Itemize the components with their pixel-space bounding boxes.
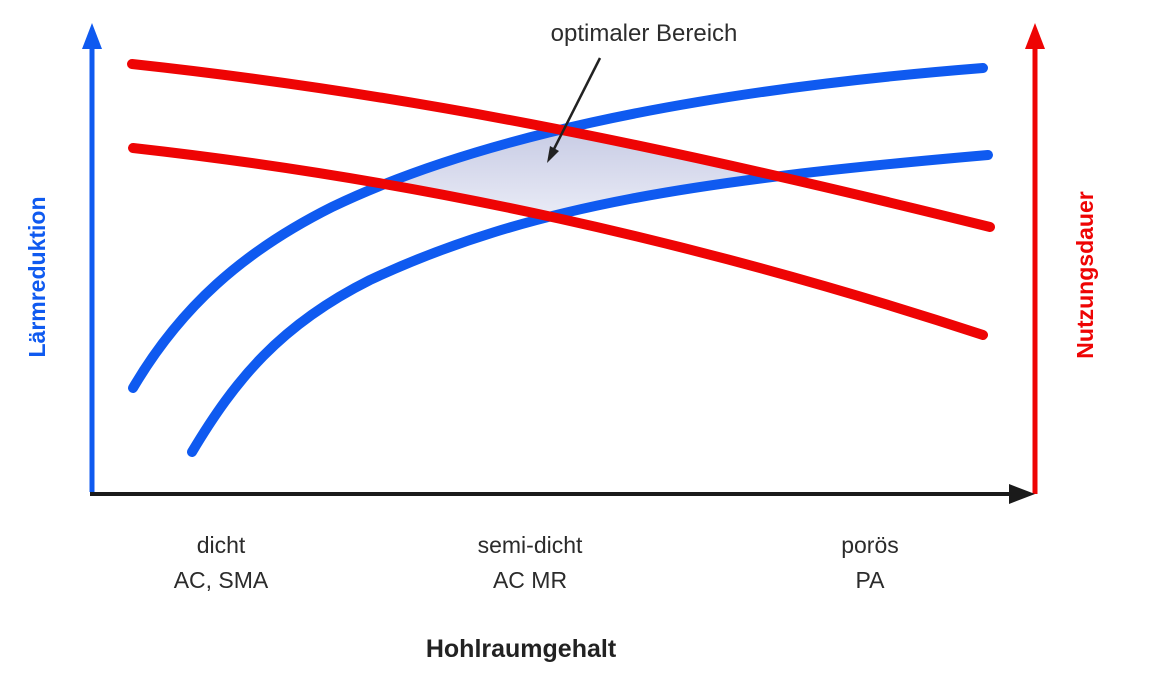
x-axis [90,484,1035,504]
x-axis-title: Hohlraumgehalt [426,635,617,663]
x-category-dicht: dicht AC, SMA [174,532,269,593]
x-category-poroes-line1: porös [841,532,899,558]
y-axis-right-arrowhead-icon [1025,23,1045,49]
y-axis-right-title: Nutzungsdauer [1072,191,1098,358]
x-category-dicht-line2: AC, SMA [174,567,269,593]
nutzungsdauer-upper-curve [127,59,995,232]
optimal-region-label: optimaler Bereich [551,20,738,47]
x-category-semi-dicht-line2: AC MR [493,567,567,593]
annotation-arrow [547,57,602,163]
y-axis-left [82,23,102,492]
laermreduktion-upper-curve [128,63,988,393]
annotation-arrowhead-icon [547,146,559,163]
x-category-semi-dicht: semi-dicht AC MR [478,532,583,593]
y-axis-right [1025,23,1045,494]
x-category-poroes: porös PA [841,532,899,593]
y-axis-left-arrowhead-icon [82,23,102,49]
annotation-arrow-line [552,57,602,150]
x-category-dicht-line1: dicht [197,532,246,558]
nutzungsdauer-lower-curve [128,143,988,340]
x-category-poroes-line2: PA [856,567,886,593]
x-category-semi-dicht-line1: semi-dicht [478,532,583,558]
optimal-region-shape [387,127,778,217]
y-axis-left-title: Lärmreduktion [24,196,50,357]
x-axis-arrowhead-icon [1009,484,1035,504]
